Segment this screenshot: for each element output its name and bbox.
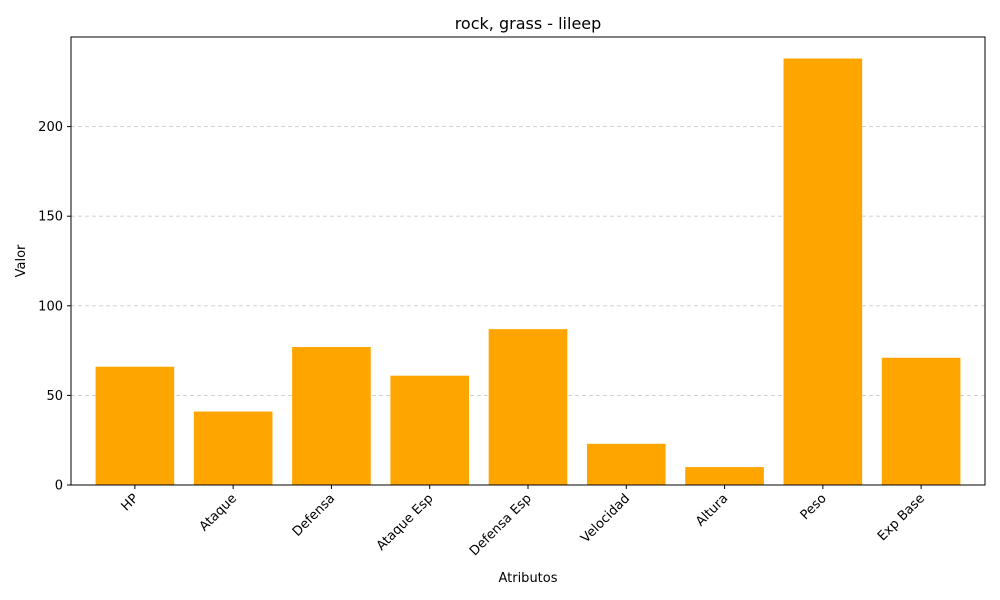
- y-tick-label: 150: [38, 210, 63, 225]
- x-tick-label: Altura: [693, 491, 731, 529]
- y-tick-label: 200: [38, 120, 63, 135]
- x-tick-label: Ataque Esp: [374, 491, 437, 554]
- x-tick-label: Peso: [798, 491, 830, 523]
- bar-layer: [95, 58, 961, 486]
- bar-defensa: [292, 347, 371, 485]
- bar-ataque-esp: [390, 375, 470, 485]
- y-tick-label: 50: [46, 389, 63, 404]
- x-tick-label: HP: [119, 491, 142, 514]
- bar-peso: [783, 58, 863, 486]
- y-tick-label: 100: [38, 299, 63, 314]
- x-tick-label: Ataque: [197, 491, 240, 534]
- x-axis: HP Ataque Defensa Ataque Esp Defensa Esp Velo…: [119, 485, 928, 559]
- x-tick-label: Defensa Esp: [467, 491, 535, 559]
- y-tick-label: 0: [55, 479, 63, 494]
- x-tick-label: Exp Base: [875, 491, 928, 544]
- bar-defensa-esp: [488, 329, 568, 485]
- bar-exp-base: [881, 357, 961, 485]
- chart-title: rock, grass - lileep: [455, 14, 602, 33]
- bar-altura: [685, 467, 764, 485]
- y-axis: 0 50 100 150 200: [38, 120, 71, 494]
- x-tick-label: Velocidad: [578, 491, 633, 546]
- x-axis-label: Atributos: [498, 571, 557, 586]
- x-tick-label: Defensa: [290, 491, 338, 539]
- bar-velocidad: [586, 443, 666, 485]
- bar-hp: [95, 366, 175, 485]
- y-axis-label: Valor: [14, 244, 29, 277]
- bar-ataque: [193, 411, 273, 485]
